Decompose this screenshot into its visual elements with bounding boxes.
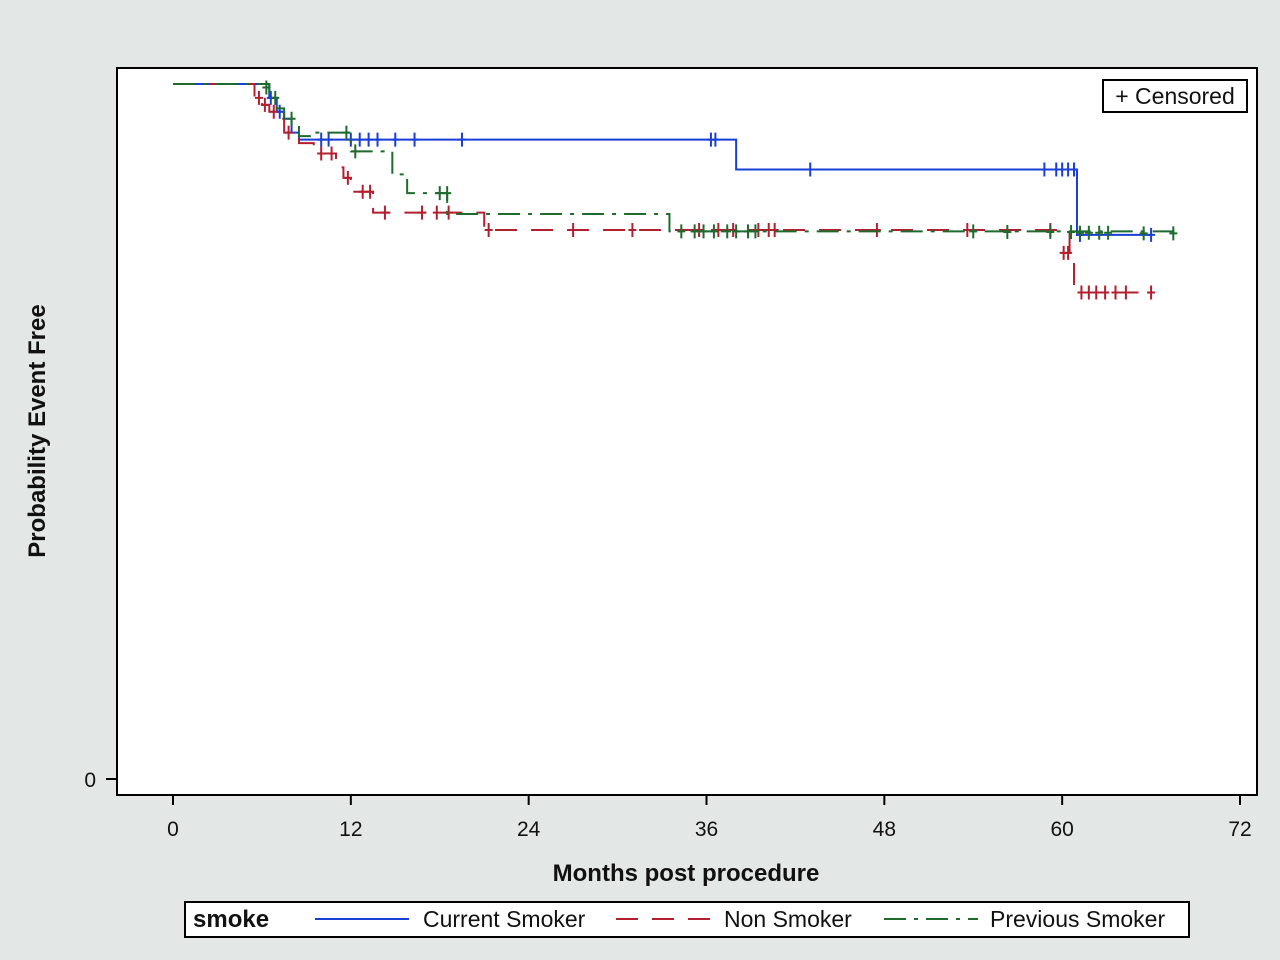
censor-mark <box>358 184 367 199</box>
censor-mark <box>364 132 373 147</box>
censor-mark <box>1095 225 1104 240</box>
censor-mark <box>751 224 760 239</box>
censor-mark <box>1147 227 1156 242</box>
x-tick-label: 12 <box>339 818 362 841</box>
censor-mark <box>1084 225 1093 240</box>
censor-mark <box>1092 285 1101 300</box>
censor-mark <box>714 222 723 237</box>
censor-mark <box>1040 162 1049 177</box>
x-tick-label: 48 <box>873 818 896 841</box>
censor-mark <box>1046 225 1055 240</box>
censor-mark <box>963 222 972 237</box>
censor-mark <box>699 224 708 239</box>
censor-mark <box>432 205 441 220</box>
censor-mark <box>695 222 704 237</box>
censor-mark <box>410 132 419 147</box>
censor-mark <box>1070 162 1079 177</box>
censor-mark <box>677 224 686 239</box>
censor-mark <box>262 80 271 95</box>
y-axis: 0 <box>84 769 117 792</box>
censor-mark <box>569 222 578 237</box>
x-tick-label: 0 <box>167 818 179 841</box>
censor-mark <box>435 186 444 201</box>
censor-mark <box>327 146 336 161</box>
censor-mark <box>343 170 352 185</box>
censor-mark <box>743 224 752 239</box>
y-axis-title: Probability Event Free <box>24 304 51 557</box>
censor-mark <box>287 111 296 126</box>
x-axis: 0 12 24 36 48 60 72 <box>167 795 1252 841</box>
censor-mark <box>969 224 978 239</box>
x-tick-label: 24 <box>517 818 541 841</box>
legend-label-1: Non Smoker <box>724 906 852 932</box>
censor-mark <box>723 224 732 239</box>
censor-mark <box>373 132 382 147</box>
censor-mark <box>351 144 360 159</box>
censor-mark <box>271 90 280 105</box>
series-layer <box>173 80 1178 300</box>
censor-mark <box>1104 225 1113 240</box>
censor-mark <box>317 146 326 161</box>
censor-mark <box>711 132 720 147</box>
censor-mark <box>1169 226 1178 241</box>
x-tick-label: 60 <box>1050 818 1073 841</box>
censor-mark <box>770 222 779 237</box>
censored-legend-text: + Censored <box>1115 83 1235 109</box>
censor-mark <box>366 184 375 199</box>
legend-title: smoke <box>193 906 269 933</box>
censor-mark <box>355 132 364 147</box>
censor-mark <box>806 162 815 177</box>
censor-mark <box>1101 285 1110 300</box>
censor-mark <box>391 132 400 147</box>
x-axis-title: Months post procedure <box>553 860 820 887</box>
censor-mark <box>254 90 263 105</box>
censor-mark <box>260 97 269 112</box>
censor-mark <box>1139 226 1148 241</box>
censored-legend-box <box>1102 79 1248 113</box>
x-tick-label: 72 <box>1228 818 1251 841</box>
censor-mark <box>1111 285 1120 300</box>
censor-mark <box>443 186 452 201</box>
censor-mark <box>1075 225 1084 240</box>
plot-area <box>116 67 1258 796</box>
y-tick-label: 0 <box>84 769 96 792</box>
censor-mark <box>1121 285 1130 300</box>
censor-mark <box>1077 285 1086 300</box>
censor-mark <box>417 205 426 220</box>
censor-mark <box>690 224 699 239</box>
legend-items: Current Smoker Non Smoker Previous Smoker <box>315 906 1165 932</box>
censor-mark <box>269 104 278 119</box>
censor-mark <box>1084 285 1093 300</box>
censor-mark <box>709 224 718 239</box>
censor-mark <box>284 125 293 140</box>
censor-mark <box>1067 225 1076 240</box>
censor-mark <box>342 125 351 140</box>
censor-mark <box>1003 225 1012 240</box>
x-tick-label: 36 <box>695 818 718 841</box>
censor-mark <box>872 222 881 237</box>
censor-mark <box>1064 245 1073 260</box>
censor-mark <box>732 224 741 239</box>
legend-label-0: Current Smoker <box>423 906 586 932</box>
censor-mark <box>380 205 389 220</box>
censor-mark <box>317 132 326 147</box>
censor-mark <box>1147 285 1156 300</box>
censor-mark <box>444 205 453 220</box>
series-line-2 <box>173 83 1175 234</box>
censor-mark <box>457 132 466 147</box>
censored-legend: + Censored <box>1102 79 1248 113</box>
legend-label-2: Previous Smoker <box>990 906 1165 932</box>
legend: smoke Current Smoker Non Smoker Previous S… <box>184 901 1190 938</box>
censor-mark <box>628 222 637 237</box>
censor-mark <box>484 222 493 237</box>
censor-mark <box>324 132 333 147</box>
